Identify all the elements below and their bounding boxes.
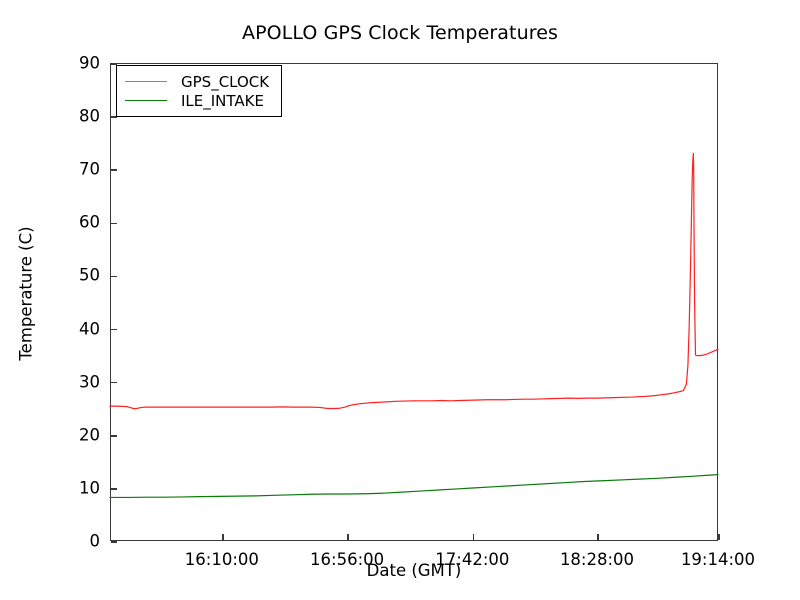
y-tick-mark xyxy=(111,222,117,225)
legend: GPS_CLOCK ILE_INTAKE xyxy=(116,65,283,117)
x-tick-label: 16:10:00 xyxy=(184,550,259,569)
y-tick-label: 30 xyxy=(79,372,100,392)
x-tick-mark xyxy=(718,534,720,540)
legend-item-ile-intake: ILE_INTAKE xyxy=(125,91,269,110)
y-tick-mark xyxy=(111,275,117,278)
legend-label-gps-clock: GPS_CLOCK xyxy=(181,72,270,91)
legend-swatch-gps-clock xyxy=(125,81,167,82)
y-tick-mark xyxy=(111,116,117,118)
y-tick-mark xyxy=(111,488,117,490)
x-tick-label: 16:56:00 xyxy=(310,550,385,569)
x-tick-mark xyxy=(222,534,224,540)
y-axis-label: Temperature (C) xyxy=(16,226,36,361)
x-tick-label: 17:42:00 xyxy=(435,550,510,569)
x-tick-mark xyxy=(472,534,475,540)
x-tick-label: 19:14:00 xyxy=(680,550,756,569)
y-tick-label: 80 xyxy=(79,106,100,126)
y-tick-mark xyxy=(111,541,117,543)
data-lines xyxy=(109,152,719,499)
y-tick-label: 40 xyxy=(79,319,100,339)
y-tick-label: 60 xyxy=(79,212,100,232)
y-tick-label: 20 xyxy=(79,425,100,445)
x-tick-mark xyxy=(347,534,349,540)
legend-swatch-ile-intake xyxy=(125,100,167,101)
y-tick-label: 0 xyxy=(89,531,101,551)
plot-frame xyxy=(110,63,720,543)
x-axis-label: Date (GMT) xyxy=(366,561,462,580)
series-line-ile-intake xyxy=(109,474,719,499)
legend-item-gps-clock: GPS_CLOCK xyxy=(125,72,269,91)
x-tick-mark xyxy=(597,534,599,540)
y-tick-label: 50 xyxy=(79,265,100,285)
plot-area: GPS_CLOCK ILE_INTAKE xyxy=(109,63,720,543)
y-tick-mark xyxy=(111,381,117,384)
y-tick-mark xyxy=(111,328,117,331)
legend-label-ile-intake: ILE_INTAKE xyxy=(181,91,264,110)
y-tick-mark xyxy=(111,434,117,437)
x-tick-label: 18:28:00 xyxy=(559,550,635,569)
y-tick-label: 90 xyxy=(79,53,100,73)
y-tick-label: 70 xyxy=(79,159,100,179)
y-tick-mark xyxy=(111,63,117,65)
y-tick-label: 10 xyxy=(79,478,100,498)
chart-title: APOLLO GPS Clock Temperatures xyxy=(242,22,558,44)
y-tick-mark xyxy=(111,169,117,172)
series-line-gps-clock xyxy=(109,152,719,410)
